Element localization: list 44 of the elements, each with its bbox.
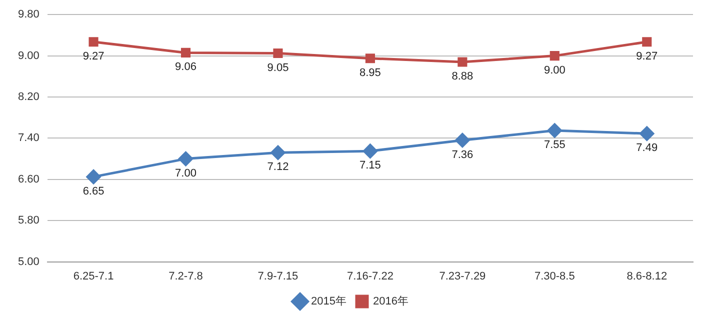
data-label: 9.05 <box>267 62 289 74</box>
point <box>273 48 283 58</box>
y-tick-label: 6.60 <box>18 173 40 186</box>
y-tick-label: 9.80 <box>18 8 40 21</box>
x-tick-label: 7.30-8.5 <box>534 270 575 282</box>
data-label: 9.27 <box>82 50 104 62</box>
point <box>270 145 286 160</box>
x-tick-label: 6.25-7.1 <box>73 270 114 282</box>
data-label: 6.65 <box>82 185 104 198</box>
x-tick-label: 7.9-7.15 <box>258 270 298 282</box>
point <box>550 51 560 61</box>
point <box>365 54 375 64</box>
y-tick-label: 9.00 <box>18 50 40 62</box>
legend-label: 2016年 <box>373 296 408 308</box>
point <box>362 144 378 158</box>
point <box>178 152 193 166</box>
data-label: 9.00 <box>544 64 566 76</box>
y-tick-label: 7.40 <box>18 132 40 144</box>
point <box>642 37 652 47</box>
point <box>455 133 470 148</box>
data-label: 7.49 <box>636 142 658 154</box>
y-tick-label: 5.00 <box>18 256 40 268</box>
x-tick-label: 7.23-7.29 <box>439 270 486 282</box>
point <box>180 48 191 58</box>
legend-label: 2015年 <box>311 296 347 308</box>
point <box>458 57 468 67</box>
data-label: 9.06 <box>175 61 196 74</box>
y-tick-label: 8.20 <box>18 91 40 104</box>
data-label: 7.00 <box>175 167 196 180</box>
point <box>88 37 98 47</box>
x-tick-label: 7.2-7.8 <box>168 270 203 282</box>
data-label: 9.27 <box>636 50 658 62</box>
data-label: 7.36 <box>452 148 474 161</box>
data-label: 7.12 <box>267 161 289 174</box>
data-label: 8.95 <box>359 66 381 79</box>
point <box>547 123 562 138</box>
point <box>86 170 101 184</box>
data-label: 7.55 <box>544 139 566 152</box>
data-label: 7.15 <box>359 160 381 172</box>
point <box>640 126 654 141</box>
data-label: 8.88 <box>452 70 474 83</box>
y-tick-label: 5.80 <box>18 214 40 227</box>
x-tick-label: 7.16-7.22 <box>346 270 394 282</box>
x-tick-label: 8.6-8.12 <box>626 270 668 282</box>
